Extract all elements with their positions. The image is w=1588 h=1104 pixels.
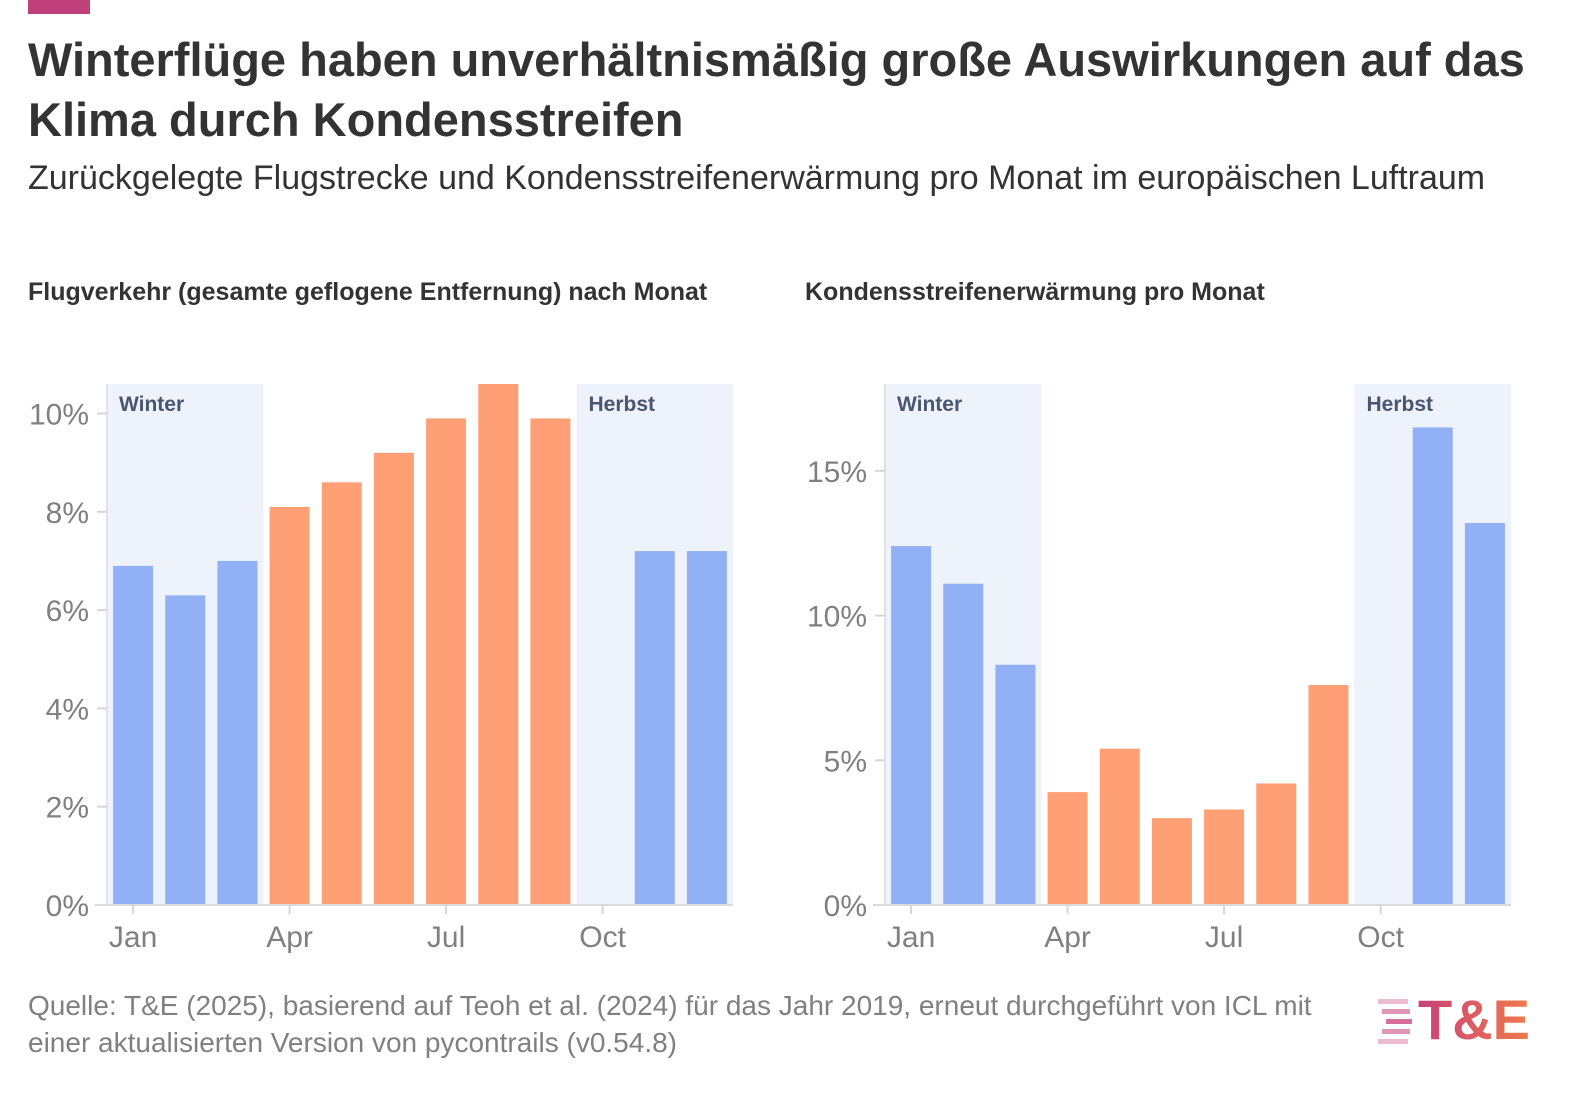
- logo-text: T&E: [1418, 986, 1530, 1054]
- bar-month-8: [1256, 783, 1297, 905]
- x-tick-label: Jul: [427, 921, 465, 954]
- season-label-herbst: Herbst: [1367, 393, 1434, 416]
- bar-month-12: [686, 551, 727, 905]
- x-tick-label: Jan: [109, 921, 157, 954]
- bar-month-2: [165, 595, 206, 905]
- chart-2-title: Kondensstreifenerwärmung pro Monat: [805, 278, 1265, 306]
- logo-stripes-icon: [1378, 999, 1412, 1044]
- bar-month-6: [373, 452, 414, 905]
- x-tick-label: Jan: [887, 921, 935, 954]
- bar-month-3: [217, 560, 258, 905]
- page-title: Winterflüge haben unverhältnismäßig groß…: [28, 33, 1525, 146]
- bar-month-8: [478, 384, 519, 905]
- bar-month-9: [530, 418, 571, 905]
- accent-bar: [28, 0, 90, 14]
- x-tick-label: Oct: [579, 921, 626, 954]
- bar-month-1: [113, 565, 154, 905]
- bar-month-5: [321, 482, 362, 905]
- bar-month-4: [1047, 792, 1088, 905]
- season-label-winter: Winter: [119, 393, 184, 416]
- y-tick-label: 8%: [46, 497, 89, 530]
- chart-1-title: Flugverkehr (gesamte geflogene Entfernun…: [28, 278, 708, 306]
- y-tick-label: 5%: [824, 745, 867, 778]
- bar-month-5: [1099, 748, 1140, 905]
- y-tick-label: 10%: [29, 398, 89, 431]
- bar-month-11: [634, 551, 675, 905]
- x-tick-label: Oct: [1357, 921, 1404, 954]
- y-tick-label: 15%: [807, 456, 867, 489]
- bar-month-6: [1151, 818, 1192, 905]
- y-tick-label: 0%: [824, 890, 867, 923]
- y-tick-label: 2%: [46, 792, 89, 825]
- bar-month-12: [1464, 522, 1505, 905]
- season-label-herbst: Herbst: [589, 393, 656, 416]
- y-tick-label: 4%: [46, 693, 89, 726]
- x-tick-label: Jul: [1205, 921, 1243, 954]
- source-note: Quelle: T&E (2025), basierend auf Teoh e…: [28, 990, 1312, 1058]
- bar-month-2: [943, 583, 984, 905]
- te-logo: T&E: [1378, 988, 1558, 1058]
- x-tick-label: Apr: [266, 921, 313, 954]
- contrail-warming-chart: Winter Herbst 0% 5% 10% 15% Jan Apr Jul Oct: [807, 384, 1511, 954]
- page-subtitle: Zurückgelegte Flugstrecke und Kondensstr…: [28, 159, 1486, 197]
- flight-distance-chart: Winter Herbst 0% 2% 4% 6% 8% 10% Jan Apr Jul Oct: [29, 384, 733, 954]
- y-tick-label: 0%: [46, 890, 89, 923]
- bar-month-1: [891, 546, 932, 905]
- bar-month-9: [1308, 685, 1349, 905]
- bar-month-3: [995, 664, 1036, 905]
- x-tick-label: Apr: [1044, 921, 1091, 954]
- y-tick-label: 6%: [46, 595, 89, 628]
- season-label-winter: Winter: [897, 393, 962, 416]
- bar-month-11: [1412, 427, 1453, 905]
- y-tick-label: 10%: [807, 601, 867, 634]
- bar-month-4: [269, 506, 310, 905]
- bar-month-7: [1204, 809, 1245, 905]
- bar-month-7: [426, 418, 467, 905]
